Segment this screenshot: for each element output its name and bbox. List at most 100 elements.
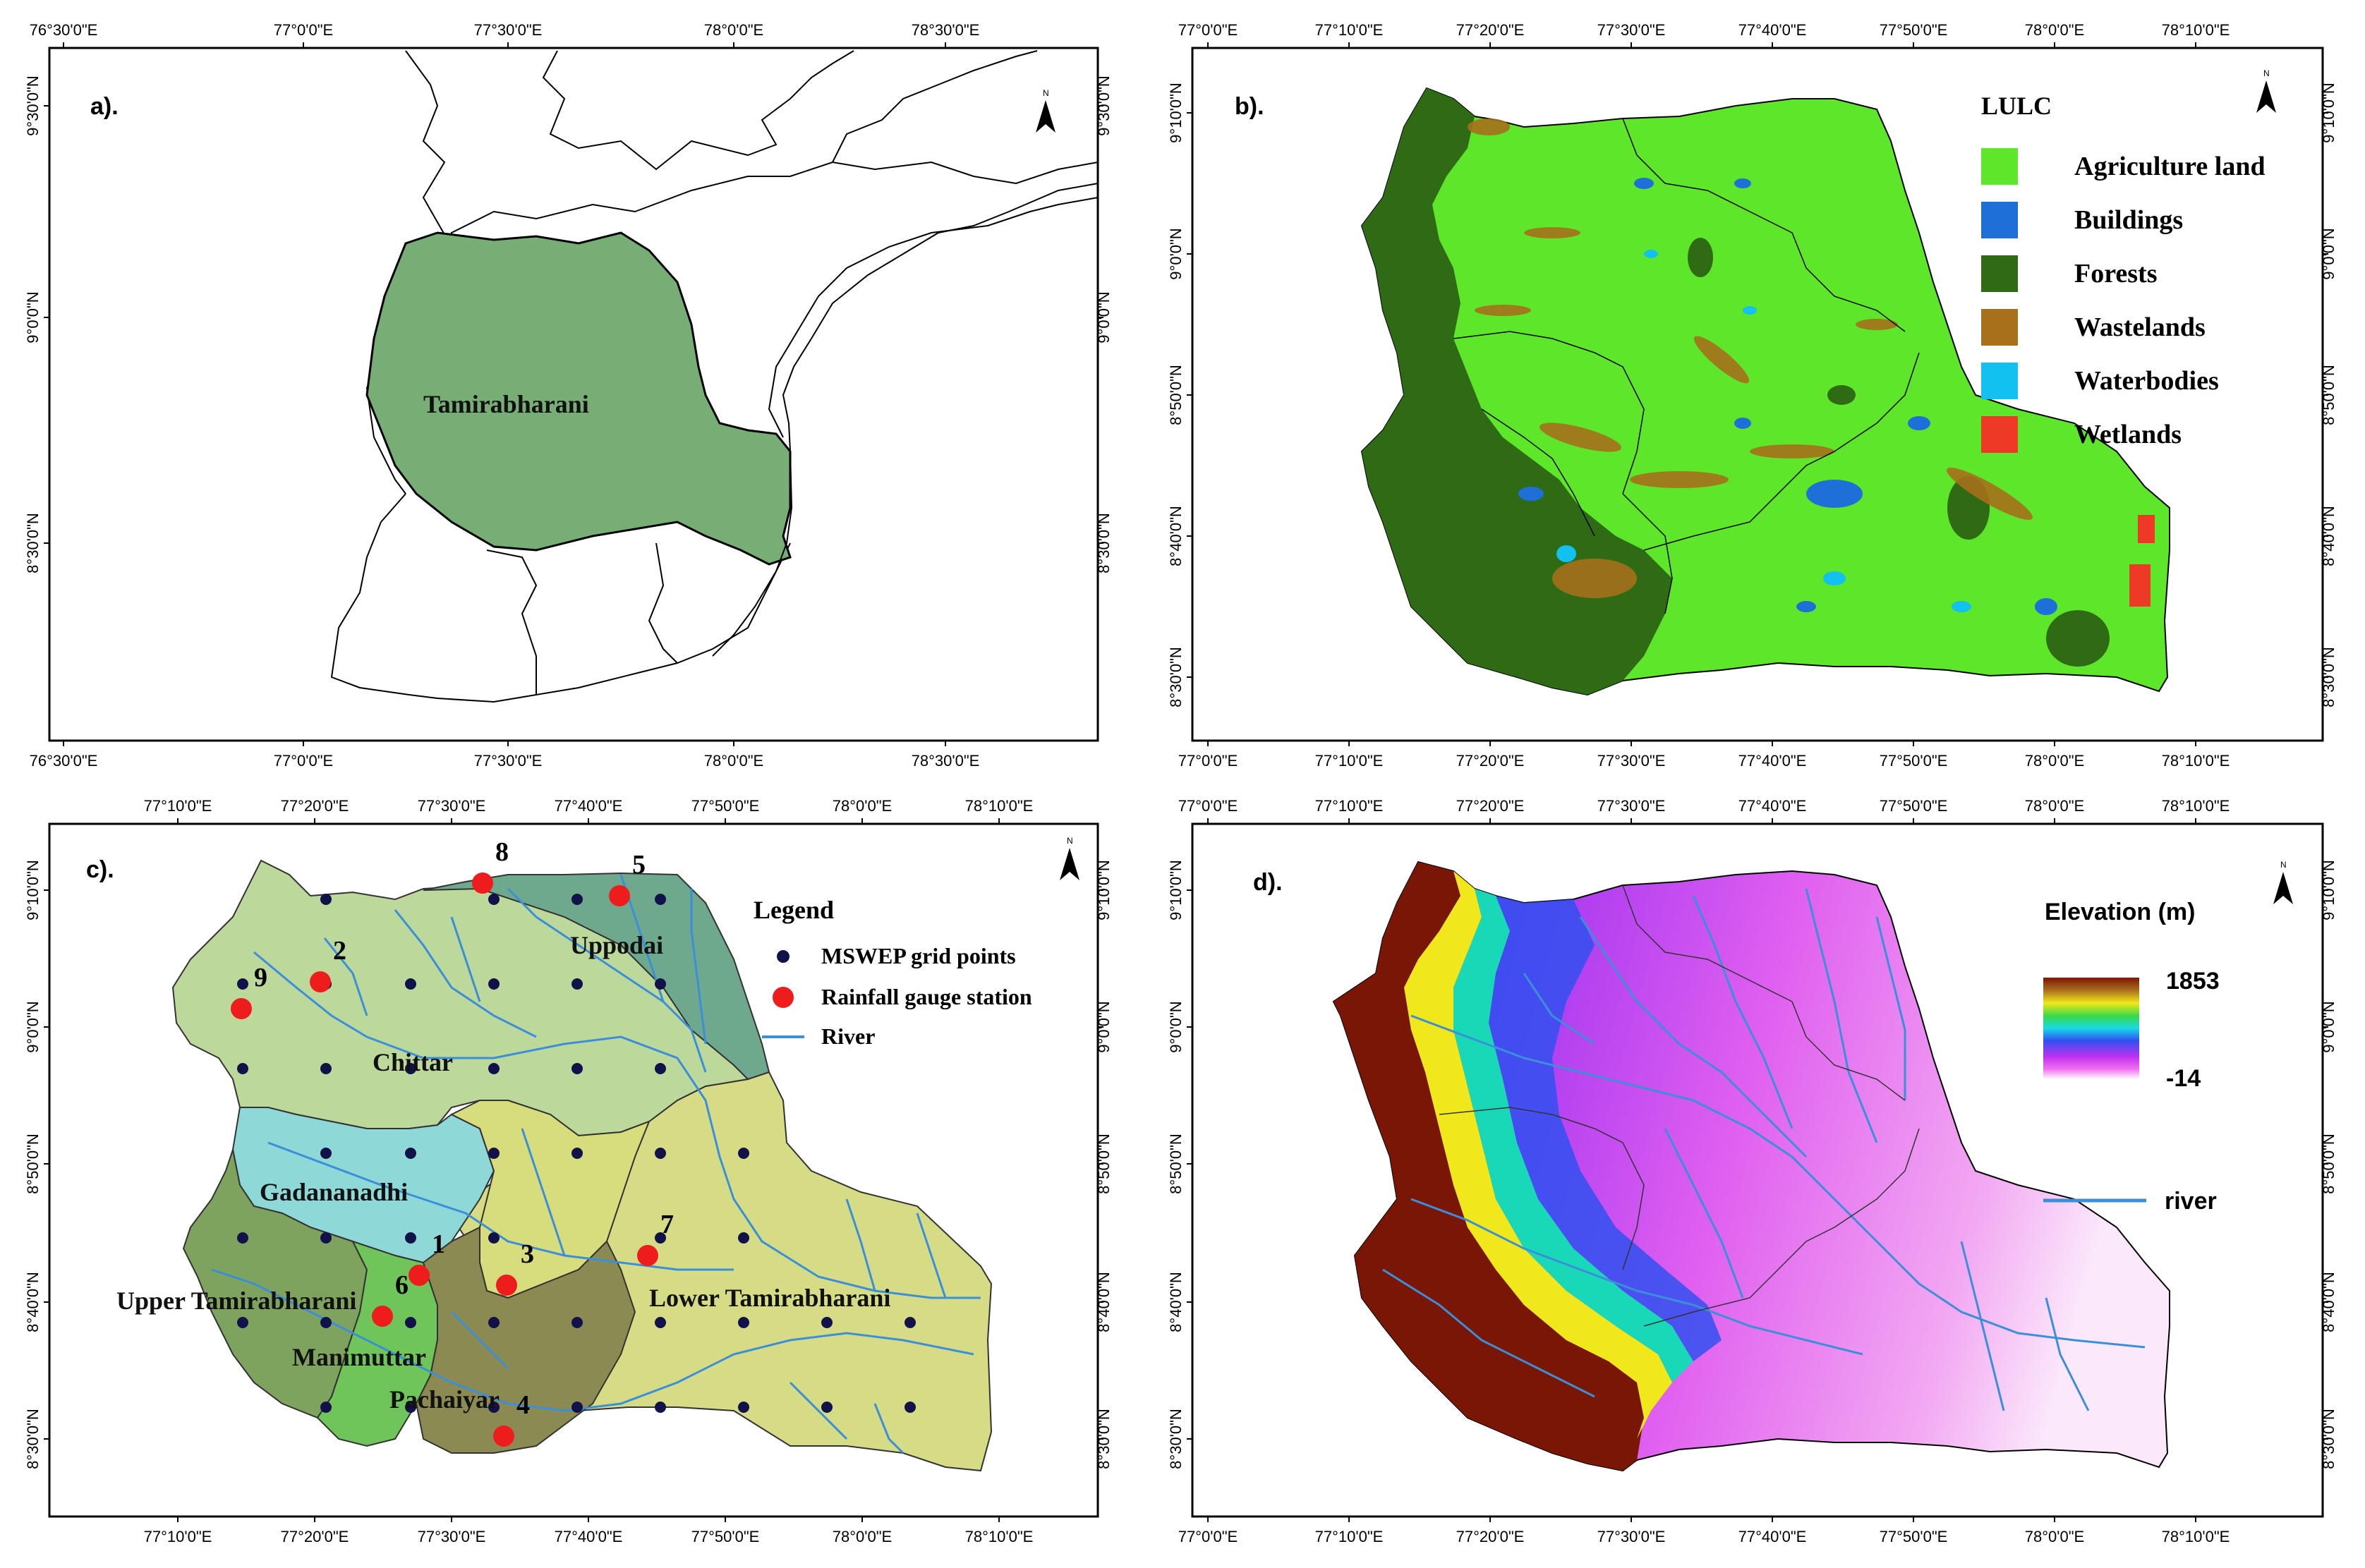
top-tick-label: 77°20'0"E — [1456, 797, 1525, 815]
elevation-colorbar — [2043, 978, 2139, 1079]
label-lower-tamirabharani: Lower Tamirabharani — [649, 1284, 890, 1312]
bottom-tick-label: 77°30'0"E — [418, 1528, 486, 1545]
mswep-grid-point — [655, 1317, 666, 1328]
top-tick-label: 77°30'0"E — [1597, 797, 1666, 815]
top-tick-label: 77°40'0"E — [1738, 21, 1807, 39]
lulc-legend-label: Buildings — [2074, 205, 2183, 235]
waterbody-patches — [1556, 250, 1971, 612]
bottom-tick-label: 77°20'0"E — [1456, 1528, 1525, 1545]
mswep-grid-point — [405, 1402, 416, 1413]
top-tick-label: 78°0'0"E — [833, 797, 892, 815]
dem-blue-band — [1489, 896, 1722, 1361]
legend-grid-label: MSWEP grid points — [821, 943, 1016, 968]
bottom-tick-label: 77°40'0"E — [555, 1528, 623, 1545]
mswep-grid-point — [320, 1148, 332, 1159]
mswep-grid-point — [320, 894, 332, 905]
bottom-tick-label: 77°50'0"E — [691, 1528, 760, 1545]
top-tick-label: 77°20'0"E — [1456, 21, 1525, 39]
bottom-tick-label: 77°40'0"E — [1738, 1528, 1807, 1545]
bottom-tick-label: 77°10'0"E — [1315, 752, 1384, 770]
left-tick-label: 9°0'0"N — [1167, 228, 1185, 279]
coastline — [712, 183, 1099, 657]
mswep-grid-point — [655, 1402, 666, 1413]
bottom-tick-label: 77°50'0"E — [1880, 1528, 1948, 1545]
top-tick-label: 78°0'0"E — [2025, 21, 2084, 39]
forest-patches — [1688, 238, 2110, 667]
bottom-tick-label: 78°10'0"E — [2162, 752, 2230, 770]
north-letter: N — [2280, 860, 2287, 870]
tamirabharani-basin — [365, 231, 792, 566]
lulc-legend-title: LULC — [1981, 92, 2052, 120]
left-tick-label: 8°50'0"N — [1167, 1134, 1185, 1194]
top-tick-label: 77°10'0"E — [1315, 21, 1384, 39]
gauge-station-marker — [493, 1426, 514, 1447]
gauge-station-number: 8 — [495, 837, 509, 867]
gauge-station-number: 4 — [516, 1390, 530, 1420]
legend-gauge-label: Rainfall gauge station — [821, 984, 1032, 1009]
label-uppodai: Uppodai — [570, 931, 663, 959]
lulc-swatch — [1981, 416, 2018, 453]
top-tick-label: 77°30'0"E — [418, 797, 486, 815]
elevation-max: 1853 — [2166, 968, 2220, 995]
left-tick-label: 9°10'0"N — [24, 860, 42, 920]
mswep-grid-point — [571, 1063, 583, 1074]
north-arrow-b: N — [2256, 68, 2276, 113]
wetland-patches — [2129, 515, 2155, 607]
right-tick-label: 9°10'0"N — [2320, 860, 2337, 920]
lulc-legend-label: Waterbodies — [2074, 366, 2219, 396]
gauge-station-marker — [231, 998, 252, 1019]
mswep-grid-point — [571, 1317, 583, 1328]
bottom-tick-label: 77°20'0"E — [1456, 752, 1525, 770]
panel-a-ticks: 76°30'0"E 77°0'0"E 77°30'0"E 78°0'0"E 78°30'… — [24, 21, 1113, 770]
gauge-station-marker — [496, 1275, 517, 1296]
top-tick-label: 76°30'0"E — [30, 21, 98, 39]
gauge-station-marker — [409, 1265, 430, 1286]
left-tick-label: 8°50'0"N — [24, 1134, 42, 1194]
mswep-grid-point — [488, 1317, 500, 1328]
left-tick-label: 8°50'0"N — [1167, 365, 1185, 425]
mswep-grid-point — [237, 1063, 248, 1074]
left-tick-label: 8°40'0"N — [1167, 506, 1185, 566]
mswep-grid-point — [488, 894, 500, 905]
mswep-grid-point — [405, 1063, 416, 1074]
mswep-grid-point — [237, 1317, 248, 1328]
lulc-legend: LULC Agriculture land Buildings Forests Was… — [1981, 92, 2266, 453]
lulc-legend-label: Agriculture land — [2074, 152, 2266, 181]
elevation-min: -14 — [2166, 1065, 2201, 1092]
mswep-grid-point — [571, 894, 583, 905]
label-manimuttar: Manimuttar — [292, 1343, 426, 1371]
gauge-station-marker — [637, 1245, 658, 1266]
mswep-grid-point — [905, 1317, 916, 1328]
mswep-grid-point — [405, 978, 416, 990]
panel-c-ticks: 77°10'0"E 77°20'0"E 77°30'0"E 77°40'0"E 77°5… — [24, 797, 1113, 1545]
left-tick-label: 8°30'0"N — [1167, 647, 1185, 707]
top-tick-label: 77°30'0"E — [474, 21, 543, 39]
right-tick-label: 8°30'0"N — [1095, 1409, 1113, 1469]
mswep-grid-point — [821, 1402, 833, 1413]
lulc-legend-label: Wetlands — [2074, 420, 2182, 449]
top-tick-label: 77°0'0"E — [1178, 797, 1238, 815]
top-tick-label: 77°0'0"E — [274, 21, 333, 39]
bottom-tick-label: 77°40'0"E — [1738, 752, 1807, 770]
gauge-station-marker — [310, 971, 331, 992]
north-letter: N — [1067, 836, 1073, 846]
top-tick-label: 77°10'0"E — [144, 797, 212, 815]
north-icon — [2273, 872, 2293, 904]
top-tick-label: 78°10'0"E — [965, 797, 1034, 815]
left-tick-label: 9°0'0"N — [24, 1001, 42, 1052]
north-arrow-a: N — [1036, 88, 1056, 133]
mswep-grid-point — [655, 978, 666, 990]
right-tick-label: 8°40'0"N — [2320, 1272, 2337, 1332]
gauge-station-number: 1 — [432, 1229, 445, 1259]
mswep-grid-point — [655, 1148, 666, 1159]
tamirabharani-label: Tamirabharani — [423, 390, 589, 418]
north-icon — [1060, 848, 1079, 880]
mswep-grid-point — [237, 978, 248, 990]
lulc-legend-label: Forests — [2074, 259, 2158, 288]
left-tick-label: 8°30'0"N — [24, 1409, 42, 1469]
top-tick-label: 78°30'0"E — [912, 21, 980, 39]
bottom-tick-label: 78°0'0"E — [2025, 752, 2084, 770]
right-tick-label: 8°40'0"N — [2320, 506, 2337, 566]
top-tick-label: 78°10'0"E — [2162, 797, 2230, 815]
left-tick-label: 9°0'0"N — [24, 291, 42, 343]
